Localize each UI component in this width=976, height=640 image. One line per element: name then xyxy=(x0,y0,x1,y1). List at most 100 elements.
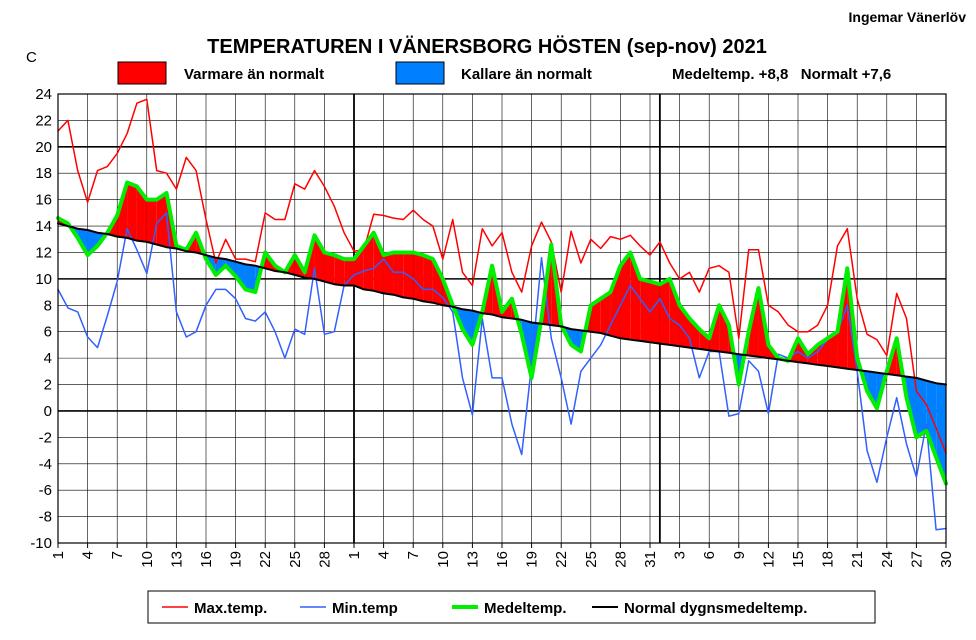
x-tick-label: 3 xyxy=(672,551,689,559)
y-tick-label: -4 xyxy=(39,456,52,473)
warm-fill-segment xyxy=(689,318,700,349)
warm-fill-segment xyxy=(827,331,838,368)
series-line-medeltemp xyxy=(56,180,948,486)
x-tick-label: 7 xyxy=(405,551,422,559)
cold-fill-segment xyxy=(245,264,256,293)
mean-vs-normal-stats: Medeltemp. +8,8 Normalt +7,6 xyxy=(672,66,891,83)
x-tick-label: 13 xyxy=(464,551,481,568)
legend-box xyxy=(147,590,876,624)
x-tick-label: 22 xyxy=(553,551,570,568)
x-tick-label: 30 xyxy=(938,551,955,568)
warm-fill-segment xyxy=(640,278,650,343)
y-tick-label: 22 xyxy=(35,112,52,129)
legend-label-medeltemp: Medeltemp. xyxy=(484,600,567,617)
cold-fill-segment xyxy=(916,377,927,438)
x-tick-label: 4 xyxy=(376,551,393,559)
warm-fill-segment xyxy=(413,252,424,302)
y-tick-label: 6 xyxy=(44,324,52,341)
x-tick-label: 22 xyxy=(257,551,274,568)
y-tick-label: -2 xyxy=(39,429,52,446)
x-tick-label: 31 xyxy=(642,551,659,568)
x-tick-label: 1 xyxy=(346,551,363,559)
warm-fill-segment xyxy=(719,305,729,353)
y-tick-label: 20 xyxy=(35,139,52,156)
y-tick-label: -6 xyxy=(39,482,52,499)
warm-fill-segment xyxy=(324,252,335,285)
x-tick-label: 27 xyxy=(908,551,925,568)
x-tick-label: 18 xyxy=(820,551,837,568)
x-tick-label: 13 xyxy=(168,551,185,568)
y-axis-unit-label: C xyxy=(26,49,37,66)
x-tick-label: 6 xyxy=(701,551,718,559)
series-line-max-temp xyxy=(57,98,947,454)
legend-label-normal-dygnsmedeltemp: Normal dygnsmedeltemp. xyxy=(624,600,807,617)
x-tick-label: 12 xyxy=(760,551,777,568)
x-tick-label: 15 xyxy=(790,551,807,568)
x-tick-label: 16 xyxy=(198,551,215,568)
warm-fill-segment xyxy=(659,278,670,345)
series-line-normal-dygnsmedeltemp xyxy=(57,222,947,386)
y-tick-label: 4 xyxy=(44,350,52,367)
cold-fill-segment xyxy=(926,380,937,458)
x-tick-label: 7 xyxy=(109,551,126,559)
cold-legend-label: Kallare än normalt xyxy=(461,66,592,83)
line-legend: Max.temp. Min.temp Medeltemp. Normal dygnsm… xyxy=(147,590,876,624)
warm-legend-label: Varmare än normalt xyxy=(184,66,324,83)
y-tick-label: 16 xyxy=(35,192,52,209)
warm-fill-segment xyxy=(650,281,660,344)
x-tick-label: 19 xyxy=(524,551,541,568)
x-tick-label: 10 xyxy=(139,551,156,568)
cold-fill-segment xyxy=(235,261,246,290)
warm-fill-segment xyxy=(669,278,680,347)
warm-fill-segment xyxy=(156,193,167,248)
y-tick-label: 12 xyxy=(35,244,52,261)
warm-fill-segment xyxy=(699,329,710,351)
x-tick-label: 28 xyxy=(612,551,629,568)
cold-legend-swatch xyxy=(395,61,445,85)
warm-fill-segment xyxy=(432,259,443,306)
y-tick-label: -10 xyxy=(30,535,52,552)
warm-fill-segment xyxy=(136,186,147,242)
warm-legend-swatch xyxy=(117,61,167,85)
warm-fill-segment xyxy=(600,292,611,336)
y-tick-label: 24 xyxy=(35,86,52,103)
warm-fill-segment xyxy=(423,255,433,303)
series-line-min-temp xyxy=(57,212,947,531)
warm-fill-segment xyxy=(383,252,394,295)
x-tick-label: 25 xyxy=(287,551,304,568)
warm-fill-segment xyxy=(334,255,345,286)
legend-label-max-temp: Max.temp. xyxy=(194,600,267,617)
x-tick-label: 1 xyxy=(50,551,67,559)
cold-fill-segment xyxy=(87,230,98,256)
x-tick-label: 28 xyxy=(316,551,333,568)
y-tick-label: 0 xyxy=(44,403,52,420)
x-tick-label: 16 xyxy=(494,551,511,568)
x-tick-label: 19 xyxy=(228,551,245,568)
warm-fill-segment xyxy=(393,252,404,298)
y-tick-label: 14 xyxy=(35,218,52,235)
y-tick-label: 10 xyxy=(35,271,52,288)
x-tick-label: 21 xyxy=(849,551,866,568)
x-tick-label: 4 xyxy=(80,551,97,559)
y-tick-label: 8 xyxy=(44,297,52,314)
warm-fill-segment xyxy=(127,182,137,241)
x-tick-label: 25 xyxy=(583,551,600,568)
chart-title: TEMPERATUREN I VÄNERSBORG HÖSTEN (sep-no… xyxy=(207,35,767,58)
y-tick-label: 2 xyxy=(44,377,52,394)
y-tick-label: -8 xyxy=(39,509,52,526)
warm-fill-segment xyxy=(314,235,325,282)
warm-fill-segment xyxy=(146,199,157,245)
warm-fill-segment xyxy=(344,259,354,286)
legend-label-min-temp: Min.temp xyxy=(332,600,398,617)
x-tick-label: 10 xyxy=(435,551,452,568)
warm-fill-segment xyxy=(363,232,374,291)
author-credit: Ingemar Vänerlöv xyxy=(849,9,967,25)
x-tick-label: 9 xyxy=(731,551,748,559)
cold-fill-segment xyxy=(462,309,473,345)
cold-fill-segment xyxy=(867,371,877,409)
x-tick-label: 24 xyxy=(879,551,896,568)
y-tick-label: 18 xyxy=(35,165,52,182)
warm-fill-segment xyxy=(590,298,601,334)
